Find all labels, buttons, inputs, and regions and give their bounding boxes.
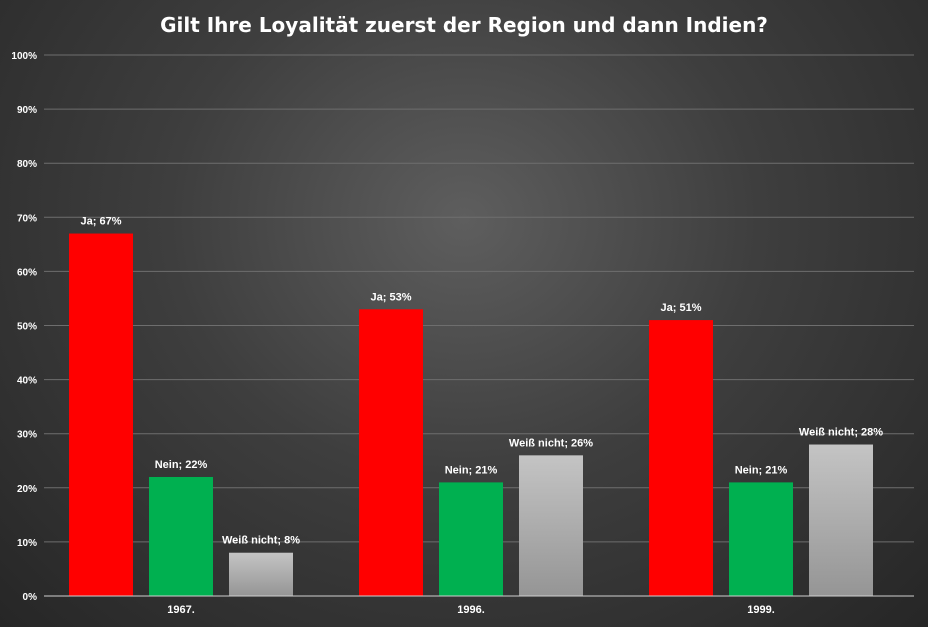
x-category-label: 1996. [457, 604, 485, 616]
data-label: Ja; 67% [81, 216, 122, 228]
data-label: Weiß nicht; 28% [799, 427, 883, 439]
y-tick-label: 30% [17, 430, 37, 441]
y-tick-label: 40% [17, 376, 37, 387]
y-tick-label: 20% [17, 484, 37, 495]
y-axis-ticks: 0% 10% 20% 30% 40% 50% 60% 70% 80% 90% 100% [11, 51, 37, 603]
y-tick-label: 0% [23, 592, 38, 603]
x-axis-categories: 1967. 1996. 1999. [167, 604, 775, 616]
chart-title: Gilt Ihre Loyalität zuerst der Region un… [160, 13, 768, 37]
bar-wei-nicht-2 [809, 444, 873, 596]
y-tick-label: 70% [17, 213, 37, 224]
y-tick-label: 80% [17, 159, 37, 170]
data-label: Nein; 21% [735, 464, 788, 476]
data-label: Ja; 53% [371, 291, 412, 303]
bar-wei-nicht-1 [519, 455, 583, 596]
data-label: Weiß nicht; 26% [509, 437, 593, 449]
y-tick-label: 100% [11, 51, 37, 62]
data-label: Ja; 51% [661, 302, 702, 314]
y-tick-label: 60% [17, 267, 37, 278]
bar-ja-1 [359, 309, 423, 596]
bar-nein-1 [439, 482, 503, 596]
y-tick-label: 50% [17, 322, 37, 333]
x-category-label: 1967. [167, 604, 195, 616]
data-labels: Ja; 67% Nein; 22% Weiß nicht; 8% Ja; 53% Nei… [81, 216, 884, 547]
y-tick-label: 10% [17, 538, 37, 549]
data-label: Nein; 21% [445, 464, 498, 476]
data-label: Nein; 22% [155, 459, 208, 471]
data-label: Weiß nicht; 8% [222, 535, 300, 547]
bar-wei-nicht-0 [229, 552, 293, 596]
bar-ja-0 [69, 233, 133, 596]
y-tick-label: 90% [17, 105, 37, 116]
bars [69, 233, 873, 596]
bar-nein-2 [729, 482, 793, 596]
bar-ja-2 [649, 320, 713, 596]
bar-nein-0 [149, 476, 213, 596]
x-category-label: 1999. [747, 604, 775, 616]
